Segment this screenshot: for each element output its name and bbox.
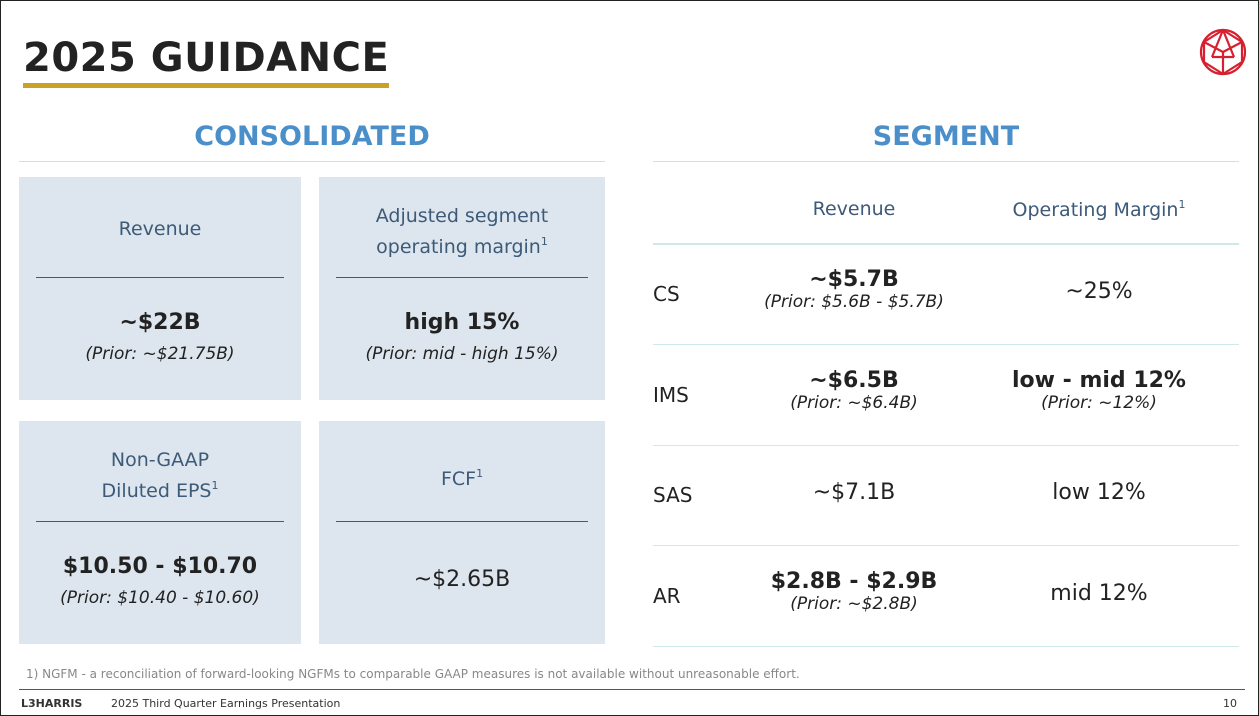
- label-text: Non-GAAP: [110, 449, 210, 471]
- segment-name: SAS: [653, 483, 693, 507]
- card-prior: (Prior: $10.40 - $10.60): [60, 588, 260, 608]
- column-label: Revenue: [812, 198, 896, 220]
- card-label: Revenue: [19, 217, 301, 242]
- guidance-card: FCF1 ~$2.65B: [319, 421, 605, 644]
- logo: [1199, 28, 1247, 76]
- cell-value: low 12%: [1052, 480, 1146, 505]
- card-label: Adjusted segment operating margin1: [319, 204, 605, 260]
- card-separator: [36, 521, 284, 522]
- card-separator: [336, 521, 588, 522]
- segment-cell: ~$6.5B (Prior: ~$6.4B): [704, 368, 1004, 413]
- segment-cell: ~$7.1B: [704, 480, 1004, 505]
- column-header: Revenue: [724, 198, 984, 220]
- card-separator: [336, 277, 588, 278]
- segment-cell: mid 12%: [949, 581, 1249, 606]
- column-header: Operating Margin1: [969, 198, 1229, 221]
- footnote: 1) NGFM - a reconciliation of forward-lo…: [26, 667, 800, 681]
- column-label: Operating Margin: [1012, 199, 1179, 221]
- guidance-card: Adjusted segment operating margin1 high 15…: [319, 177, 605, 400]
- segment-name: IMS: [653, 382, 689, 407]
- card-separator: [36, 277, 284, 278]
- card-label: FCF1: [319, 461, 605, 492]
- card-prior: (Prior: mid - high 15%): [365, 344, 559, 364]
- cell-value: $2.8B - $2.9B: [770, 568, 938, 594]
- header-rule: [653, 243, 1239, 245]
- row-rule: [653, 645, 1239, 647]
- label-text: operating margin: [376, 236, 541, 258]
- segment-cell: ~$5.7B (Prior: $5.6B - $5.7B): [704, 267, 1004, 312]
- segment-cell: low - mid 12% (Prior: ~12%): [949, 368, 1249, 413]
- segment-cell: $2.8B - $2.9B (Prior: ~$2.8B): [704, 569, 1004, 614]
- card-prior: (Prior: ~$21.75B): [85, 344, 235, 364]
- card-value: ~$2.65B: [413, 567, 511, 592]
- label-line: operating margin1: [319, 229, 605, 260]
- row-rule: [653, 545, 1239, 546]
- cell-value: ~$7.1B: [812, 480, 896, 505]
- footnote-mark: 1: [211, 479, 219, 492]
- segment-cell: low 12%: [949, 480, 1249, 505]
- row-rule: [653, 444, 1239, 446]
- cell-prior: (Prior: $5.6B - $5.7B): [764, 292, 944, 312]
- label-text: Diluted EPS: [101, 480, 212, 502]
- label-line: Diluted EPS1: [19, 473, 301, 504]
- guidance-card: Revenue ~$22B (Prior: ~$21.75B): [19, 177, 301, 400]
- label-line: Non-GAAP: [19, 448, 301, 473]
- label-text: FCF: [440, 468, 477, 490]
- divider: [653, 161, 1239, 162]
- consolidated-heading: CONSOLIDATED: [194, 121, 430, 152]
- label-text: Revenue: [118, 218, 202, 240]
- footnote-mark: 1: [476, 467, 484, 480]
- footnote-mark: 1: [540, 235, 548, 248]
- card-label: Non-GAAP Diluted EPS1: [19, 448, 301, 504]
- segment-name: AR: [653, 583, 681, 608]
- footnote-mark: 1: [1178, 198, 1186, 211]
- slide-title: 2025 GUIDANCE: [23, 35, 390, 88]
- card-value: high 15%: [404, 310, 520, 335]
- footer-text: 2025 Third Quarter Earnings Presentation: [111, 697, 341, 710]
- cell-value: ~$6.5B: [809, 367, 899, 393]
- cell-value: ~$5.7B: [809, 267, 899, 292]
- cell-prior: (Prior: ~12%): [1041, 392, 1157, 413]
- segment-heading: SEGMENT: [872, 121, 1020, 152]
- cell-value: ~25%: [1065, 279, 1133, 304]
- card-value: $10.50 - $10.70: [62, 554, 258, 579]
- guidance-card: Non-GAAP Diluted EPS1 $10.50 - $10.70 (Prio…: [19, 421, 301, 644]
- segment-cell: ~25%: [949, 279, 1249, 304]
- cell-value: mid 12%: [1050, 580, 1148, 606]
- label-line: Adjusted segment: [319, 204, 605, 229]
- card-value: ~$22B: [119, 310, 201, 335]
- footer-brand: L3HARRIS: [21, 697, 83, 710]
- row-rule: [653, 344, 1239, 345]
- label-line: FCF1: [319, 461, 605, 492]
- cell-prior: (Prior: ~$2.8B): [790, 593, 918, 614]
- label-text: Adjusted segment: [375, 205, 549, 227]
- segment-name: CS: [653, 282, 680, 306]
- label-line: Revenue: [19, 217, 301, 242]
- divider: [19, 161, 605, 162]
- footer-rule: [19, 689, 1245, 690]
- page-number: 10: [1223, 697, 1237, 710]
- cell-value: low - mid 12%: [1012, 367, 1186, 393]
- cell-prior: (Prior: ~$6.4B): [790, 392, 918, 413]
